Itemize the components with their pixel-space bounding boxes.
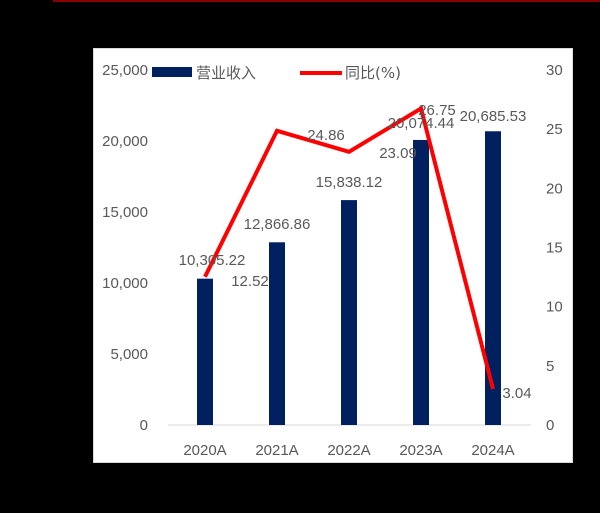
- left-axis-tick: 25,000: [102, 62, 148, 79]
- revenue-bar: [269, 242, 285, 425]
- right-axis-tick: 20: [546, 180, 563, 197]
- revenue-bar: [485, 131, 501, 425]
- revenue-bars: [197, 131, 501, 426]
- right-axis-tick: 15: [546, 240, 563, 257]
- line-value-label: 24.86: [307, 127, 345, 144]
- x-axis-label: 2020A: [183, 442, 226, 459]
- line-value-label: 3.04: [502, 385, 531, 402]
- bar-value-label: 20,074.44: [388, 115, 455, 132]
- left-axis-tick: 15,000: [102, 204, 148, 221]
- left-axis-ticks: 0 5,000 10,000 15,000 20,000 25,000: [102, 62, 148, 434]
- line-value-label: 12.52: [231, 273, 269, 290]
- revenue-bar: [413, 139, 429, 426]
- bar-value-label: 12,866.86: [244, 216, 311, 233]
- bar-data-labels: 10,305.22 12,866.86 15,838.12 20,074.44 20,6…: [179, 108, 527, 269]
- line-data-labels: 12.52 24.86 23.09 26.75 3.04: [231, 102, 531, 402]
- x-axis-label: 2021A: [255, 442, 298, 459]
- line-value-label: 26.75: [418, 102, 456, 119]
- legend: 营业收入 同比(%): [152, 64, 401, 82]
- left-axis-tick: 5,000: [110, 346, 148, 363]
- right-axis-tick: 5: [546, 358, 554, 375]
- x-axis-label: 2024A: [471, 442, 514, 459]
- legend-bar-label: 营业收入: [196, 64, 256, 82]
- legend-line-label: 同比(%): [345, 64, 401, 82]
- left-axis-tick: 20,000: [102, 133, 148, 150]
- x-axis-labels: 2020A 2021A 2022A 2023A 2024A: [183, 442, 514, 459]
- revenue-bar: [341, 200, 357, 425]
- legend-bar-swatch: [152, 67, 192, 77]
- right-axis-ticks: 0 5 10 15 20 25 30: [546, 62, 563, 434]
- bar-value-label: 20,685.53: [460, 108, 527, 125]
- growth-line: [203, 105, 495, 390]
- revenue-bar: [197, 278, 213, 425]
- top-accent-rule: [53, 0, 600, 2]
- right-axis-tick: 10: [546, 299, 563, 316]
- right-axis-tick: 30: [546, 62, 563, 79]
- line-value-label: 23.09: [379, 145, 417, 162]
- right-axis-tick: 25: [546, 121, 563, 138]
- left-axis-tick: 0: [140, 417, 148, 434]
- bar-value-label: 15,838.12: [316, 174, 383, 191]
- bar-value-label: 10,305.22: [179, 252, 246, 269]
- left-axis-tick: 10,000: [102, 275, 148, 292]
- x-axis-label: 2022A: [327, 442, 370, 459]
- right-axis-tick: 0: [546, 417, 554, 434]
- x-axis-label: 2023A: [399, 442, 442, 459]
